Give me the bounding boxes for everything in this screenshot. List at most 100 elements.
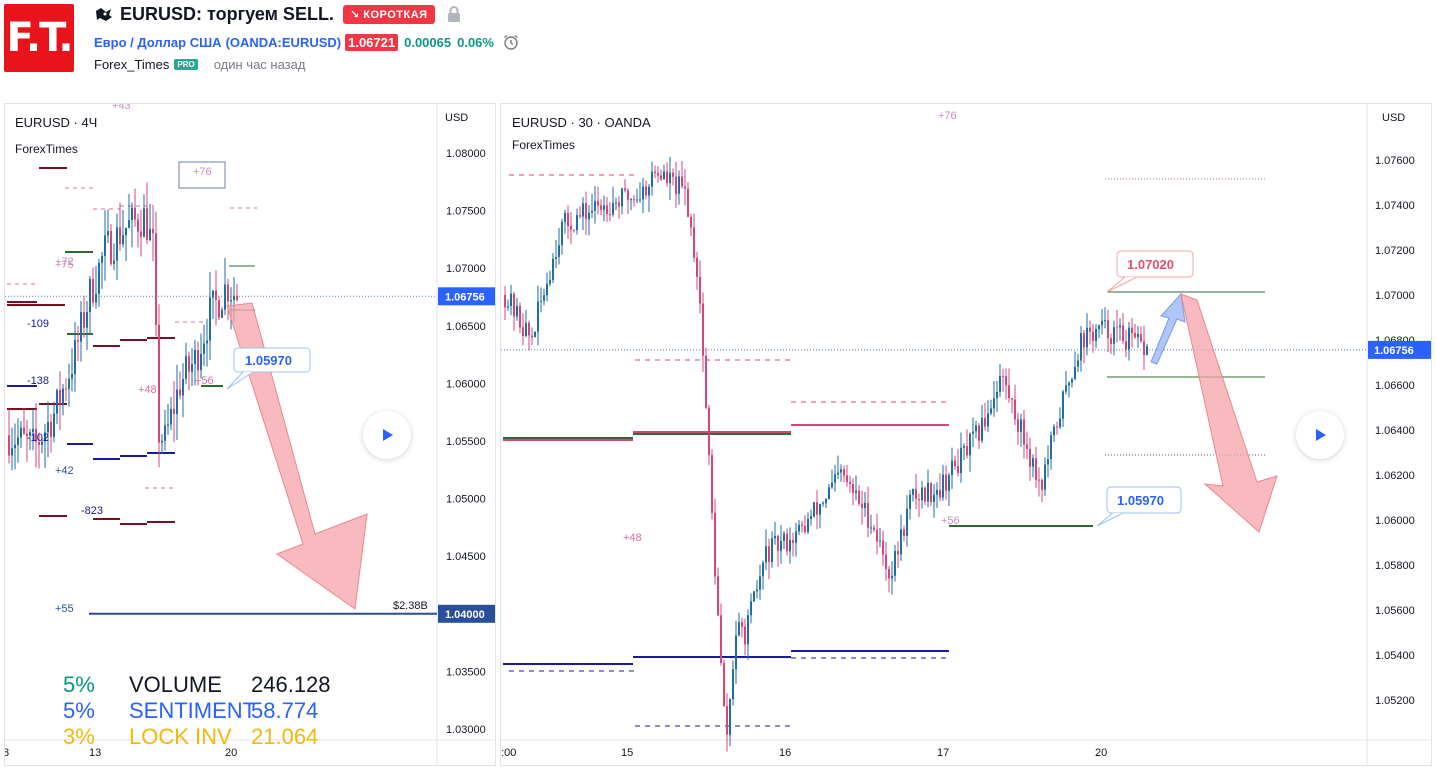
callout-pointer — [226, 371, 254, 390]
chart-4h-currency-label[interactable]: USD — [445, 112, 469, 124]
chart-30m-candle — [681, 176, 683, 187]
chart-4h-candle — [83, 312, 85, 328]
chart-4h-candle — [221, 309, 223, 318]
chart-30m-candle — [1041, 480, 1043, 490]
chart-30m-candle — [804, 525, 806, 533]
chart-30m-candle — [741, 622, 743, 627]
chart-30m-candle — [630, 199, 632, 201]
chart-4h-candle — [59, 389, 61, 405]
chart-30m-candle — [948, 475, 950, 491]
chart-4h-candle — [152, 228, 154, 234]
chart-4h-candle — [11, 448, 13, 456]
chart-30m-candle — [1035, 458, 1037, 480]
price-tick-label: 1.07000 — [1375, 290, 1415, 302]
chart-4h-panel[interactable]: 1.08000 1.07500 1.07000 1.06500 1.06000 1.055… — [4, 103, 496, 766]
chart-30m-candle — [513, 293, 515, 317]
chart-30m-candle — [1098, 325, 1100, 330]
chart-30m-candle — [735, 635, 737, 670]
chart-30m-candle — [1005, 376, 1007, 386]
chart-30m-candle — [555, 257, 557, 259]
stat-volume-label: VOLUME — [129, 672, 222, 697]
chart-30m-candle — [1080, 333, 1082, 361]
chart-30m-candle — [573, 229, 575, 231]
chart-30m-candle — [1116, 327, 1118, 329]
time-tick-label: 20 — [225, 747, 237, 759]
chart-4h-candle — [122, 235, 124, 245]
chart-4h-candle — [56, 389, 58, 414]
chart-4h-candle — [233, 295, 235, 300]
chart-4h-candle — [200, 353, 202, 371]
chart-30m-candle — [540, 300, 542, 302]
price-tick-label: 1.06400 — [1375, 425, 1415, 437]
chart-30m-candle — [627, 190, 629, 200]
chart-30m-candle — [612, 202, 614, 215]
chart-30m-candle — [864, 502, 866, 508]
author-name-link[interactable]: Forex_Times — [94, 57, 170, 72]
play-button[interactable] — [363, 411, 411, 459]
chart-30m-candle — [600, 205, 602, 210]
chart-30m-candle — [705, 355, 707, 408]
play-button-right[interactable] — [1296, 411, 1344, 459]
chart-30m-candle — [678, 176, 680, 194]
chart-30m-candle — [1074, 366, 1076, 379]
level-annotation: +75 — [55, 259, 74, 271]
chart-4h-candle — [95, 293, 97, 303]
chart-30m-candle — [534, 331, 536, 338]
callout-box-bottom — [1106, 486, 1182, 514]
chart-30m-candle — [927, 482, 929, 502]
chart-4h-candle — [110, 231, 112, 264]
alarm-clock-icon[interactable] — [502, 33, 520, 51]
chart-30m-panel[interactable]: 1.076001.074001.072001.070001.068001.066… — [500, 103, 1432, 766]
chart-30m-candle — [525, 322, 527, 336]
chart-30m-candle — [990, 408, 992, 414]
stat-row-sentiment: 5% SENTIMENT 58.774 — [63, 698, 331, 724]
chart-30m-candle — [942, 474, 944, 498]
chart-30m-candle — [1101, 320, 1103, 326]
chart-4h-candle — [89, 278, 91, 313]
play-icon — [1316, 429, 1326, 441]
symbol-ticker-link[interactable]: (OANDA:EURUSD) — [225, 34, 342, 50]
chart-4h-author-legend: ForexTimes — [15, 142, 78, 156]
chart-30m-candle — [906, 508, 908, 536]
chart-30m-currency-label[interactable]: USD — [1382, 112, 1406, 124]
chart-30m-candle — [657, 173, 659, 176]
chart-4h-candle — [29, 432, 31, 436]
price-tick-label: 1.06600 — [1375, 380, 1415, 392]
chart-30m-candle — [633, 199, 635, 201]
chart-4h-candle — [176, 389, 178, 415]
chart-30m-candle — [537, 301, 539, 332]
stat-sentiment-pct: 5% — [63, 698, 95, 723]
level-annotation: +76 — [193, 166, 212, 178]
chart-4h-candle — [119, 227, 121, 245]
chart-4h-candle — [71, 373, 73, 379]
level-annotation: +76 — [938, 110, 957, 122]
chart-30m-candle — [849, 481, 851, 485]
time-tick-label: 16 — [779, 747, 791, 759]
chart-30m-candle — [690, 216, 692, 228]
chart-4h-candle — [8, 435, 10, 456]
published-time: один час назад — [213, 57, 306, 72]
short-direction-badge: ↘ КОРОТКАЯ — [343, 5, 435, 24]
chart-30m-candle — [900, 529, 902, 555]
current-price-tag — [438, 287, 495, 306]
chart-30m-candle — [684, 186, 686, 189]
forex-times-logo[interactable]: F.T. — [4, 4, 74, 72]
chart-30m-candle — [888, 569, 890, 579]
chart-4h-candle — [128, 220, 130, 228]
chart-4h-candle — [14, 444, 16, 449]
chart-4h-canvas[interactable]: 1.08000 1.07500 1.07000 1.06500 1.06000 1.055… — [5, 104, 496, 766]
chart-30m-candle — [753, 591, 755, 602]
chart-30m-canvas[interactable]: 1.076001.074001.072001.070001.068001.066… — [501, 104, 1432, 766]
chart-30m-candle — [933, 494, 935, 503]
level-annotation: -138 — [27, 375, 49, 387]
chart-30m-candle — [1044, 464, 1046, 490]
chart-30m-candle — [882, 540, 884, 555]
chart-30m-candle — [576, 215, 578, 231]
chart-4h-candle — [212, 290, 214, 298]
chart-4h-candle — [179, 389, 181, 396]
chart-30m-candle — [966, 445, 968, 456]
level-annotation: +56 — [195, 375, 214, 387]
price-change-abs: 0.00065 — [404, 34, 452, 50]
symbol-name-link[interactable]: Евро / Доллар США — [94, 34, 222, 50]
chart-4h-candle — [194, 349, 196, 365]
